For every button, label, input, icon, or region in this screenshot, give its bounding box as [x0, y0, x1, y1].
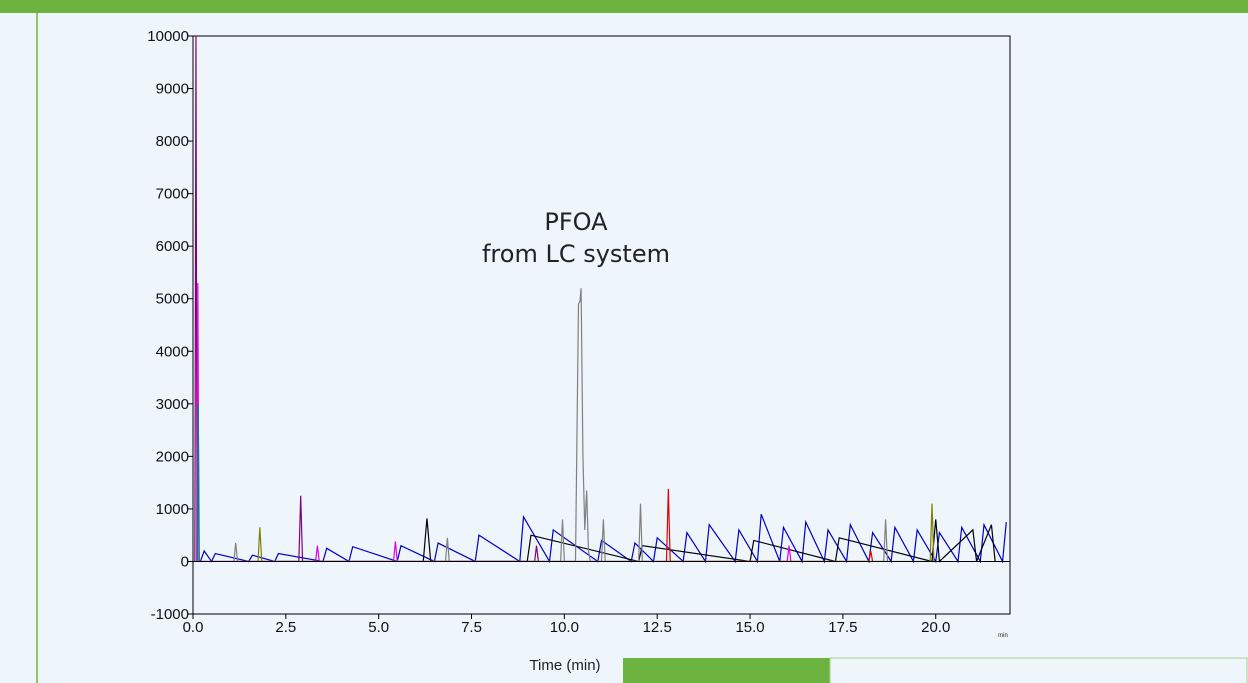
- y-tick-label: 1000: [156, 501, 189, 518]
- series-line: [196, 403, 200, 562]
- y-tick-label: -1000: [151, 606, 189, 623]
- series-line: [196, 282, 792, 563]
- y-tick-label: 4000: [156, 343, 189, 360]
- y-tick-label: 9000: [156, 81, 189, 98]
- x-tick-label: 20.0: [921, 619, 950, 636]
- series-line: [665, 488, 874, 563]
- series-line: [257, 503, 935, 563]
- x-unit: min: [998, 633, 1008, 639]
- bottom-panel: [829, 657, 1248, 683]
- x-tick-label: 15.0: [735, 619, 764, 636]
- x-tick-label: 17.5: [828, 619, 857, 636]
- x-tick-label: 0.0: [183, 619, 204, 636]
- y-tick-label: 8000: [156, 133, 189, 150]
- x-tick-label: 10.0: [550, 619, 579, 636]
- annotation: from LC system: [482, 240, 670, 268]
- y-tick-label: 0: [181, 553, 189, 570]
- y-tick-label: 7000: [156, 186, 189, 203]
- bottom-tab: [623, 658, 830, 683]
- plot-frame: [192, 35, 1011, 615]
- x-tick-label: 12.5: [643, 619, 672, 636]
- y-tick-label: 3000: [156, 396, 189, 413]
- x-axis-label: Time (min): [529, 657, 600, 674]
- y-tick-label: 6000: [156, 238, 189, 255]
- y-tick-label: 2000: [156, 448, 189, 465]
- annotation: PFOA: [544, 208, 608, 236]
- x-tick-label: 5.0: [368, 619, 389, 636]
- y-tick-label: 5000: [156, 291, 189, 308]
- x-tick-label: 7.5: [461, 619, 482, 636]
- series-line: [233, 288, 889, 563]
- top-bar: [0, 0, 1248, 13]
- series-line: [194, 35, 539, 563]
- y-tick-label: 10000: [147, 28, 189, 45]
- series-line: [199, 513, 1007, 564]
- x-tick-label: 2.5: [275, 619, 296, 636]
